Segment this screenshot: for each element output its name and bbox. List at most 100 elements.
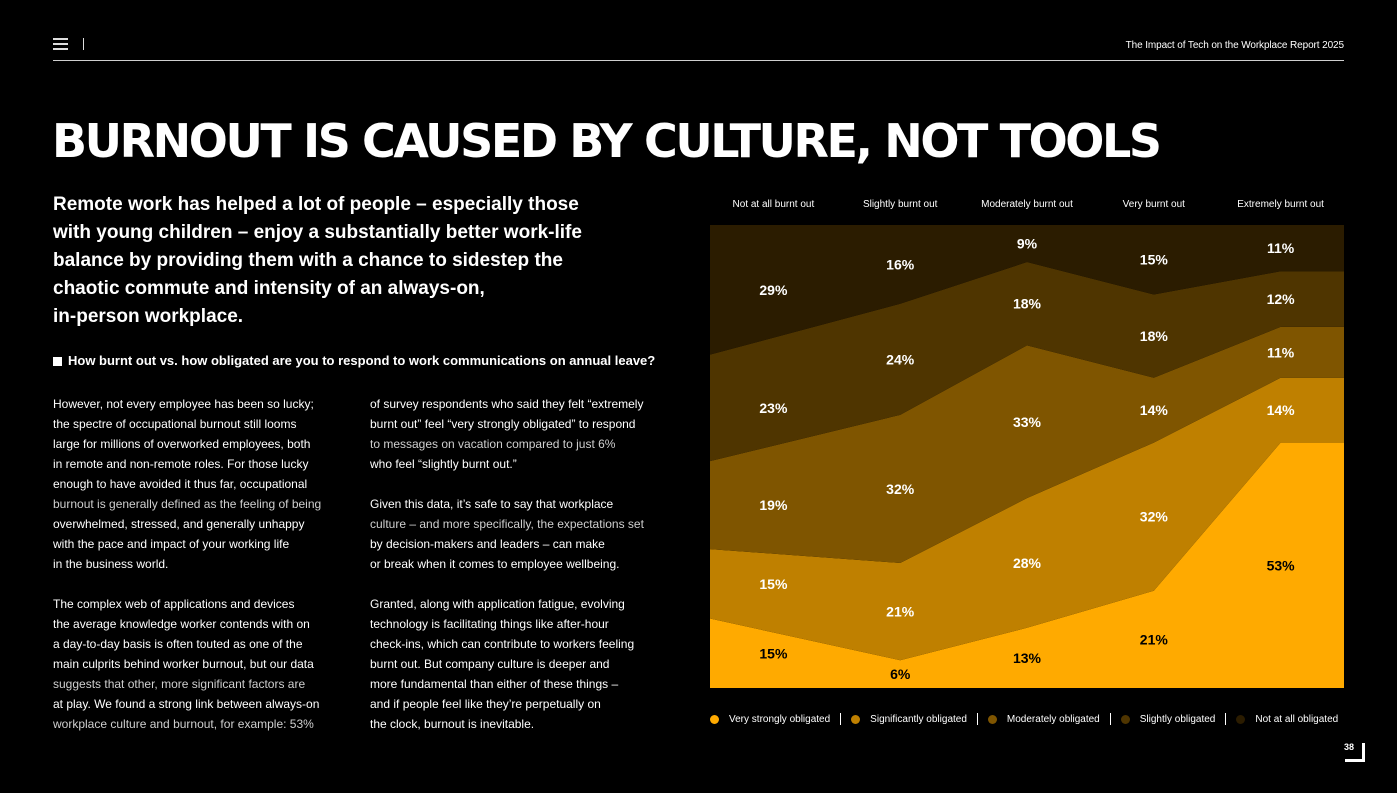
chart-question-text: How burnt out vs. how obligated are you …	[68, 353, 656, 368]
body-line: more fundamental than either of these th…	[370, 677, 619, 691]
legend-item: Slightly obligated	[1120, 713, 1216, 725]
body-line	[53, 574, 321, 594]
page-number: 38	[1343, 742, 1356, 752]
legend-label: Slightly obligated	[1139, 713, 1216, 725]
body-line: a day-to-day basis is often touted as on…	[53, 637, 303, 651]
body-line: with the pace and impact of your working…	[53, 537, 290, 551]
intro-paragraph: Remote work has helped a lot of people –…	[53, 191, 653, 331]
body-line: or break when it comes to employee wellb…	[370, 557, 620, 571]
stacked-area-chart: Not at all burnt out Slightly burnt out Mo…	[710, 199, 1344, 688]
body-line: who feel “slightly burnt out.”	[370, 457, 517, 471]
data-label: 14%	[1267, 402, 1296, 418]
square-bullet-icon	[53, 357, 62, 366]
legend-separator	[976, 713, 978, 725]
data-label: 21%	[886, 604, 915, 620]
body-line: the average knowledge worker contends wi…	[53, 617, 310, 631]
body-line: workplace culture and burnout, for examp…	[53, 717, 314, 731]
legend-label: Moderately obligated	[1006, 713, 1100, 725]
data-label: 18%	[1140, 328, 1169, 344]
area-series-significantly-obligated	[710, 377, 1344, 661]
body-line: and if people feel like they’re perpetua…	[370, 697, 601, 711]
legend-item: Very strongly obligated	[710, 714, 830, 725]
body-line: of survey respondents who said they felt…	[370, 397, 644, 411]
category-label: Moderately burnt out	[981, 199, 1073, 210]
body-line: the spectre of occupational burnout stil…	[53, 417, 297, 431]
legend-dot-icon	[1236, 714, 1246, 724]
data-label: 14%	[1140, 402, 1169, 418]
body-line	[370, 574, 644, 594]
body-line: in the business world.	[53, 557, 169, 571]
data-label: 13%	[1013, 650, 1042, 666]
body-line: at play. We found a strong link between …	[53, 697, 320, 711]
area-series-slightly-obligated	[710, 262, 1344, 462]
intro-line: Remote work has helped a lot of people –…	[53, 194, 579, 215]
body-line: burnt out. But company culture is deeper…	[370, 657, 610, 671]
legend-dot-icon	[710, 714, 719, 724]
body-line: culture – and more specifically, the exp…	[370, 517, 644, 531]
area-series-very-strongly-obligated	[710, 442, 1344, 688]
body-line: Granted, along with application fatigue,…	[370, 597, 625, 611]
data-label: 16%	[886, 256, 915, 272]
body-line: enough to have avoided it thus far, occu…	[53, 477, 308, 491]
body-column-1: However, not every employee has been so …	[53, 394, 321, 734]
body-line: Given this data, it’s safe to say that w…	[370, 497, 614, 511]
body-column-2: of survey respondents who said they felt…	[370, 394, 644, 734]
legend-label: Very strongly obligated	[729, 713, 831, 725]
data-label: 9%	[1017, 236, 1038, 252]
body-line: overwhelmed, stressed, and generally unh…	[53, 517, 305, 531]
legend-dot-icon	[1120, 714, 1130, 724]
body-line: main culprits behind worker burnout, but…	[53, 657, 314, 671]
area-series-not-at-all-obligated	[710, 225, 1344, 355]
intro-line: balance by providing them with a chance …	[53, 250, 563, 271]
body-line: suggests that other, more significant fa…	[53, 677, 306, 691]
body-line: by decision-makers and leaders – can mak…	[370, 537, 605, 551]
body-line: However, not every employee has been so …	[53, 397, 314, 411]
data-label: 15%	[759, 645, 788, 661]
intro-line: with young children – enjoy a substantia…	[53, 222, 582, 243]
chart-legend: Very strongly obligated Significantly obl…	[710, 713, 1338, 725]
data-label: 32%	[886, 481, 915, 497]
body-line: the clock, burnout is inevitable.	[370, 717, 535, 731]
data-label: 21%	[1140, 631, 1169, 647]
legend-dot-icon	[987, 714, 997, 724]
legend-label: Not at all obligated	[1255, 713, 1339, 725]
data-label: 19%	[759, 497, 788, 513]
body-line: in remote and non-remote roles. For thos…	[53, 457, 309, 471]
data-label: 15%	[759, 576, 788, 592]
hamburger-menu-icon[interactable]	[53, 38, 69, 51]
report-title: The Impact of Tech on the Workplace Repo…	[1125, 40, 1345, 51]
body-line: check-ins, which can contribute to worke…	[370, 637, 635, 651]
legend-separator	[1225, 713, 1227, 725]
legend-item: Not at all obligated	[1236, 714, 1338, 725]
data-label: 33%	[1013, 414, 1042, 430]
data-label: 12%	[1267, 291, 1296, 307]
data-label: 29%	[759, 282, 788, 298]
page-corner-icon	[1345, 743, 1365, 762]
data-label: 11%	[1267, 344, 1295, 360]
data-label: 32%	[1140, 509, 1169, 525]
body-line: burnout is generally defined as the feel…	[53, 497, 322, 511]
body-line: The complex web of applications and devi…	[53, 597, 295, 611]
category-label: Not at all burnt out	[733, 199, 815, 210]
legend-dot-icon	[851, 714, 861, 724]
legend-separator	[1109, 713, 1111, 725]
body-line: technology is facilitating things like a…	[370, 617, 609, 631]
data-label: 11%	[1267, 240, 1295, 256]
intro-line: chaotic commute and intensity of an alwa…	[53, 278, 485, 299]
area-series-moderately-obligated	[710, 326, 1344, 563]
legend-item: Moderately obligated	[987, 713, 1100, 725]
legend-separator	[840, 713, 842, 725]
chart-question: How burnt out vs. how obligated are you …	[53, 353, 655, 368]
data-label: 53%	[1267, 557, 1296, 573]
data-label: 28%	[1013, 555, 1042, 571]
data-label: 6%	[890, 666, 911, 682]
body-line: burnt out” feel “very strongly obligated…	[370, 417, 636, 431]
intro-line: in-person workplace.	[53, 306, 244, 327]
data-label: 23%	[759, 400, 788, 416]
legend-item: Significantly obligated	[851, 714, 967, 725]
data-label: 18%	[1013, 296, 1042, 312]
page-headline: BURNOUT IS CAUSED BY CULTURE, NOT TOOLS	[52, 114, 1162, 168]
body-line: large for millions of overworked employe…	[53, 437, 311, 451]
category-label: Slightly burnt out	[863, 199, 938, 210]
header-divider	[83, 38, 84, 50]
